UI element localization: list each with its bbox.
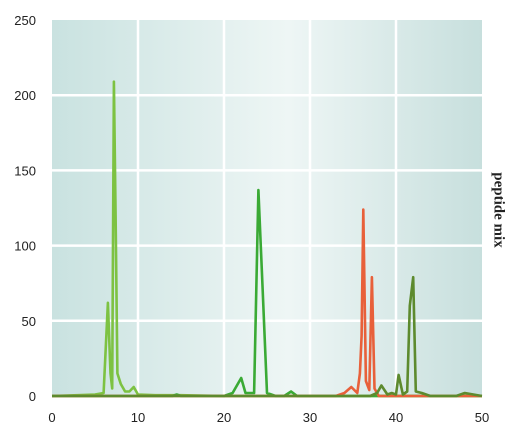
y-tick-label-3: 150 xyxy=(14,163,36,178)
series-layer xyxy=(51,80,483,398)
axis-ticks: 0 10 20 30 40 50 0 50 100 150 200 250 xyxy=(14,13,489,425)
y-tick-label-5: 250 xyxy=(14,13,36,28)
x-tick-label-0: 0 xyxy=(48,410,55,425)
series-line-3 xyxy=(52,275,483,398)
y-tick-label-0: 0 xyxy=(29,389,36,404)
side-label: peptide mix xyxy=(491,172,507,248)
grid xyxy=(52,20,482,396)
x-tick-label-3: 30 xyxy=(303,410,317,425)
x-tick-label-2: 20 xyxy=(217,410,231,425)
x-tick-label-1: 10 xyxy=(131,410,145,425)
x-tick-label-4: 40 xyxy=(389,410,403,425)
plot-area xyxy=(52,20,482,396)
y-tick-label-2: 100 xyxy=(14,239,36,254)
y-tick-label-1: 50 xyxy=(22,314,36,329)
x-tick-label-5: 50 xyxy=(475,410,489,425)
y-tick-label-4: 200 xyxy=(14,88,36,103)
